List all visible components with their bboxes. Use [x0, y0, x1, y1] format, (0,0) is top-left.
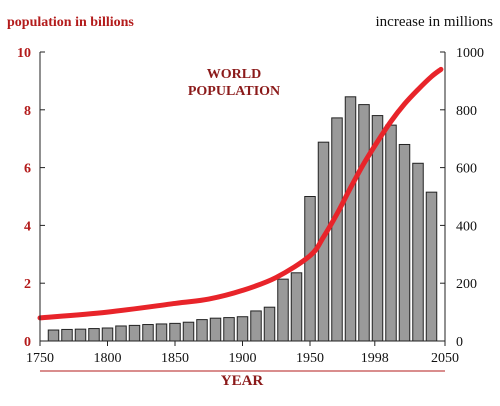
- x-tick-label-1950: 1950: [296, 351, 324, 366]
- bar-1760: [47, 329, 60, 342]
- right-tick-label-600: 600: [456, 162, 477, 177]
- bar-1890: [223, 317, 235, 342]
- left-tick-label-0: 0: [24, 335, 31, 350]
- bar-1920: [263, 306, 276, 342]
- right-tick-label-800: 800: [456, 104, 477, 119]
- chart-title-line-1: WORLD: [207, 67, 261, 82]
- bar-1840: [155, 323, 168, 342]
- bar-1990: [358, 104, 370, 342]
- axis-layer: 0 2 4 6 8 10 0 200 400 600 800 1000 1750 1800 1850 1900…: [17, 46, 484, 366]
- bar-1790: [88, 328, 100, 342]
- bar-1870: [196, 319, 208, 342]
- left-tick-label-2: 2: [24, 277, 31, 292]
- bar-1940: [290, 272, 303, 342]
- bar-1980: [344, 96, 357, 342]
- chart-title-line-2: POPULATION: [188, 84, 280, 99]
- x-tick-label-2050: 2050: [431, 351, 459, 366]
- x-axis-label: YEAR: [221, 373, 264, 389]
- x-tick-label-1800: 1800: [94, 351, 122, 366]
- x-tick-label-1900: 1900: [229, 351, 257, 366]
- bar-1850: [169, 322, 181, 342]
- right-tick-label-0: 0: [456, 335, 463, 350]
- left-tick-label-10: 10: [17, 46, 31, 61]
- right-tick-label-400: 400: [456, 219, 477, 234]
- right-axis-label: increase in millions: [376, 14, 494, 30]
- bar-1800: [101, 327, 114, 342]
- left-tick-label-4: 4: [24, 219, 31, 234]
- x-tick-label-1998: 1998: [361, 351, 389, 366]
- x-tick-label-1750: 1750: [26, 351, 54, 366]
- left-tick-label-6: 6: [24, 162, 31, 177]
- left-axis-label: population in billions: [7, 15, 134, 30]
- bar-1880: [209, 317, 222, 342]
- bar-1860: [182, 321, 195, 342]
- bars-layer: [47, 96, 438, 342]
- population-line: [37, 66, 444, 321]
- line-layer: [37, 66, 444, 321]
- bar-2020: [398, 143, 411, 342]
- bar-1830: [142, 324, 154, 342]
- right-tick-label-200: 200: [456, 277, 477, 292]
- bar-2040: [425, 191, 438, 342]
- x-tick-label-1850: 1850: [161, 351, 189, 366]
- bar-1910: [250, 310, 262, 342]
- bar-1810: [115, 325, 127, 342]
- bar-1900: [236, 316, 249, 342]
- bar-2010: [385, 124, 397, 342]
- bar-1770: [61, 328, 73, 342]
- bar-1820: [128, 324, 141, 342]
- bar-1930: [277, 278, 289, 342]
- bar-1950: [304, 196, 316, 342]
- bar-2030: [412, 162, 424, 342]
- left-tick-label-8: 8: [24, 104, 31, 119]
- bar-1780: [74, 328, 87, 342]
- bar-1970: [331, 117, 343, 342]
- right-tick-label-1000: 1000: [456, 46, 484, 61]
